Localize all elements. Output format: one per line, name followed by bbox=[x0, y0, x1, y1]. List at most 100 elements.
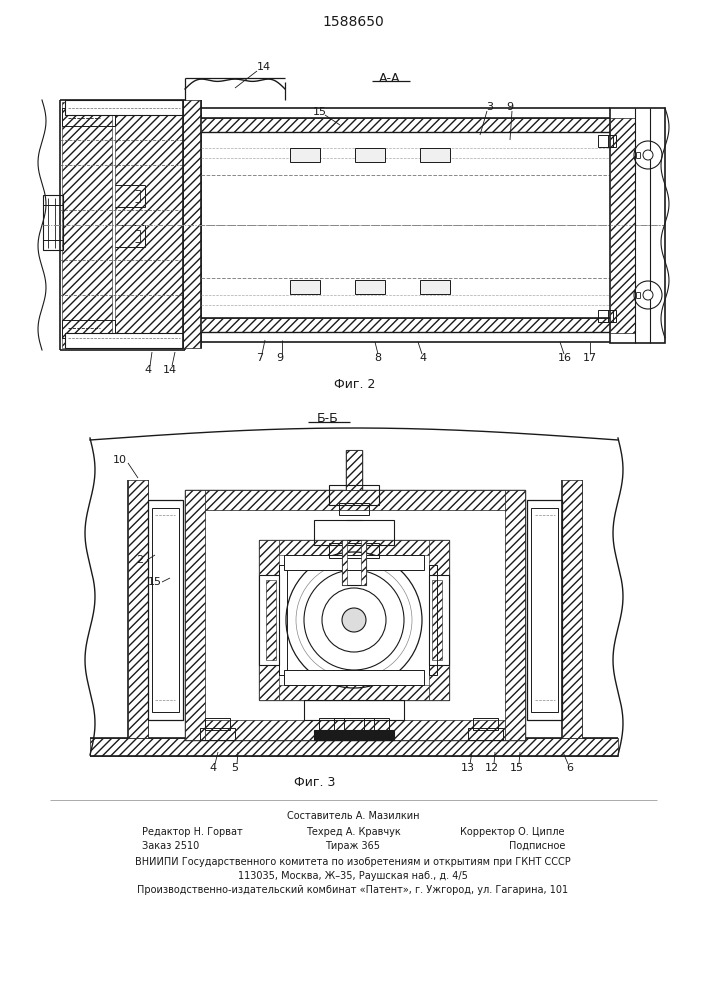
Text: Техред А. Кравчук: Техред А. Кравчук bbox=[305, 827, 400, 837]
Bar bbox=[183, 100, 201, 348]
Bar bbox=[314, 730, 394, 740]
Text: 16: 16 bbox=[558, 353, 572, 363]
Bar bbox=[598, 135, 613, 147]
Bar bbox=[361, 540, 366, 585]
Bar bbox=[43, 195, 63, 250]
Bar bbox=[200, 505, 510, 725]
Bar bbox=[610, 108, 665, 343]
Circle shape bbox=[342, 608, 366, 632]
Text: 9: 9 bbox=[506, 102, 513, 112]
Bar bbox=[562, 480, 582, 738]
Text: 14: 14 bbox=[163, 365, 177, 375]
Bar bbox=[342, 540, 366, 585]
Bar bbox=[505, 490, 525, 740]
Text: 5: 5 bbox=[231, 763, 238, 773]
Bar bbox=[598, 310, 613, 322]
Bar bbox=[531, 508, 558, 712]
Text: 1588650: 1588650 bbox=[322, 15, 384, 29]
Bar bbox=[473, 718, 498, 730]
Text: 113035, Москва, Ж–35, Раушская наб., д. 4/5: 113035, Москва, Ж–35, Раушская наб., д. … bbox=[238, 871, 468, 881]
Bar bbox=[201, 318, 610, 332]
Circle shape bbox=[643, 290, 653, 300]
Text: 12: 12 bbox=[485, 763, 499, 773]
Text: 17: 17 bbox=[583, 353, 597, 363]
Bar bbox=[608, 310, 616, 322]
Bar bbox=[62, 108, 115, 126]
Text: Корректор О. Ципле: Корректор О. Ципле bbox=[460, 827, 565, 837]
Bar bbox=[420, 280, 450, 294]
Text: 6: 6 bbox=[566, 763, 573, 773]
Bar bbox=[90, 738, 618, 756]
Text: 10: 10 bbox=[113, 455, 127, 465]
Text: Б-Б: Б-Б bbox=[317, 412, 339, 424]
Bar bbox=[284, 555, 424, 570]
Text: 13: 13 bbox=[461, 763, 475, 773]
Text: 4: 4 bbox=[209, 763, 216, 773]
Bar bbox=[279, 685, 429, 700]
Bar bbox=[290, 280, 320, 294]
Bar bbox=[185, 490, 525, 510]
Bar bbox=[201, 118, 610, 132]
Bar bbox=[429, 565, 437, 675]
Bar bbox=[200, 728, 235, 740]
Bar bbox=[128, 480, 148, 738]
Bar bbox=[334, 718, 374, 736]
Bar bbox=[355, 148, 385, 162]
Text: 8: 8 bbox=[375, 353, 382, 363]
Bar bbox=[62, 320, 115, 338]
Bar bbox=[610, 118, 635, 333]
Bar bbox=[152, 508, 179, 712]
Bar bbox=[420, 148, 450, 162]
Text: Производственно-издательский комбинат «Патент», г. Ужгород, ул. Гагарина, 101: Производственно-издательский комбинат «П… bbox=[137, 885, 568, 895]
Text: 2: 2 bbox=[136, 555, 144, 565]
Bar bbox=[608, 135, 616, 147]
Bar bbox=[364, 718, 389, 733]
Bar bbox=[148, 500, 183, 720]
Text: 3: 3 bbox=[486, 102, 493, 112]
Text: 15: 15 bbox=[313, 107, 327, 117]
Bar bbox=[205, 718, 230, 730]
Bar bbox=[304, 700, 404, 720]
Bar bbox=[115, 102, 183, 348]
Bar bbox=[314, 520, 394, 545]
Bar bbox=[429, 540, 449, 700]
Bar bbox=[342, 540, 347, 585]
Bar bbox=[279, 540, 429, 555]
Bar bbox=[290, 148, 320, 162]
Bar bbox=[266, 580, 276, 660]
Bar bbox=[185, 490, 205, 740]
Bar bbox=[62, 102, 112, 348]
Bar bbox=[259, 575, 279, 665]
Text: ВНИИПИ Государственного комитета по изобретениям и открытиям при ГКНТ СССР: ВНИИПИ Государственного комитета по изоб… bbox=[135, 857, 571, 867]
Bar bbox=[432, 580, 442, 660]
Text: Подписное: Подписное bbox=[508, 841, 565, 851]
Bar bbox=[185, 490, 525, 740]
Bar bbox=[329, 543, 379, 558]
Circle shape bbox=[643, 150, 653, 160]
Text: Тираж 365: Тираж 365 bbox=[325, 841, 380, 851]
Bar bbox=[65, 100, 183, 115]
Text: 14: 14 bbox=[257, 62, 271, 72]
Bar bbox=[429, 575, 449, 665]
Text: 9: 9 bbox=[276, 353, 284, 363]
Text: Редактор Н. Горват: Редактор Н. Горват bbox=[142, 827, 243, 837]
Bar bbox=[259, 540, 449, 700]
Bar bbox=[329, 485, 379, 505]
Text: Фиг. 2: Фиг. 2 bbox=[334, 378, 375, 391]
Text: 15: 15 bbox=[148, 577, 162, 587]
Text: А-А: А-А bbox=[379, 72, 401, 85]
Bar bbox=[346, 450, 362, 490]
Text: 7: 7 bbox=[257, 353, 264, 363]
Bar bbox=[259, 540, 279, 700]
Bar bbox=[339, 503, 369, 515]
Text: Заказ 2510: Заказ 2510 bbox=[142, 841, 199, 851]
Bar bbox=[355, 280, 385, 294]
Bar bbox=[65, 333, 183, 348]
Bar bbox=[185, 720, 525, 740]
Bar bbox=[279, 565, 287, 675]
Bar bbox=[319, 718, 344, 733]
Text: 4: 4 bbox=[144, 365, 151, 375]
Text: 15: 15 bbox=[510, 763, 524, 773]
Text: Фиг. 3: Фиг. 3 bbox=[294, 776, 336, 790]
Text: 4: 4 bbox=[419, 353, 426, 363]
